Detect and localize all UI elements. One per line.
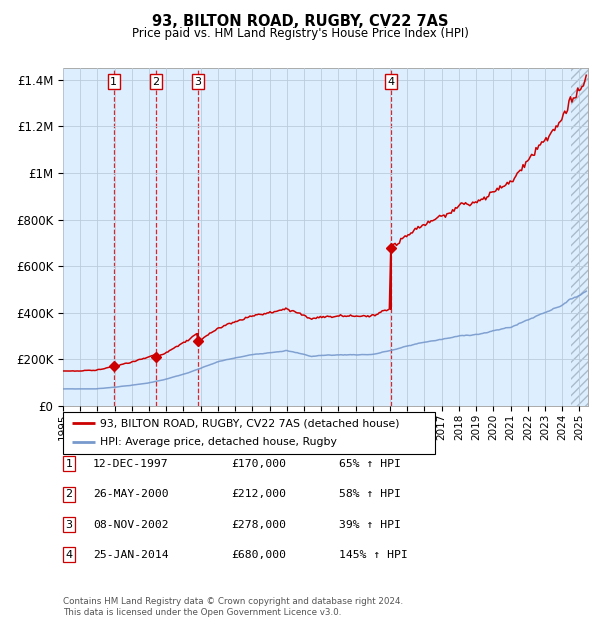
Text: 1: 1 xyxy=(110,77,117,87)
Text: 25-JAN-2014: 25-JAN-2014 xyxy=(93,550,169,560)
Text: 08-NOV-2002: 08-NOV-2002 xyxy=(93,520,169,529)
Bar xyxy=(571,68,588,406)
Text: 65% ↑ HPI: 65% ↑ HPI xyxy=(339,459,401,469)
FancyBboxPatch shape xyxy=(63,412,435,454)
Text: 12-DEC-1997: 12-DEC-1997 xyxy=(93,459,169,469)
Text: 145% ↑ HPI: 145% ↑ HPI xyxy=(339,550,408,560)
Text: 4: 4 xyxy=(388,77,395,87)
Text: 4: 4 xyxy=(65,550,73,560)
Text: Price paid vs. HM Land Registry's House Price Index (HPI): Price paid vs. HM Land Registry's House … xyxy=(131,27,469,40)
Text: 39% ↑ HPI: 39% ↑ HPI xyxy=(339,520,401,529)
Text: Contains HM Land Registry data © Crown copyright and database right 2024.
This d: Contains HM Land Registry data © Crown c… xyxy=(63,598,403,617)
Text: 1: 1 xyxy=(65,459,73,469)
Bar xyxy=(571,68,588,406)
Text: £278,000: £278,000 xyxy=(231,520,286,529)
Text: £680,000: £680,000 xyxy=(231,550,286,560)
Text: 26-MAY-2000: 26-MAY-2000 xyxy=(93,489,169,499)
Text: 3: 3 xyxy=(194,77,202,87)
Text: 58% ↑ HPI: 58% ↑ HPI xyxy=(339,489,401,499)
Text: 93, BILTON ROAD, RUGBY, CV22 7AS (detached house): 93, BILTON ROAD, RUGBY, CV22 7AS (detach… xyxy=(100,418,400,428)
Text: 2: 2 xyxy=(65,489,73,499)
Text: 3: 3 xyxy=(65,520,73,529)
Text: 2: 2 xyxy=(152,77,160,87)
Text: 93, BILTON ROAD, RUGBY, CV22 7AS: 93, BILTON ROAD, RUGBY, CV22 7AS xyxy=(152,14,448,29)
Text: HPI: Average price, detached house, Rugby: HPI: Average price, detached house, Rugb… xyxy=(100,438,337,448)
Text: £170,000: £170,000 xyxy=(231,459,286,469)
Text: £212,000: £212,000 xyxy=(231,489,286,499)
